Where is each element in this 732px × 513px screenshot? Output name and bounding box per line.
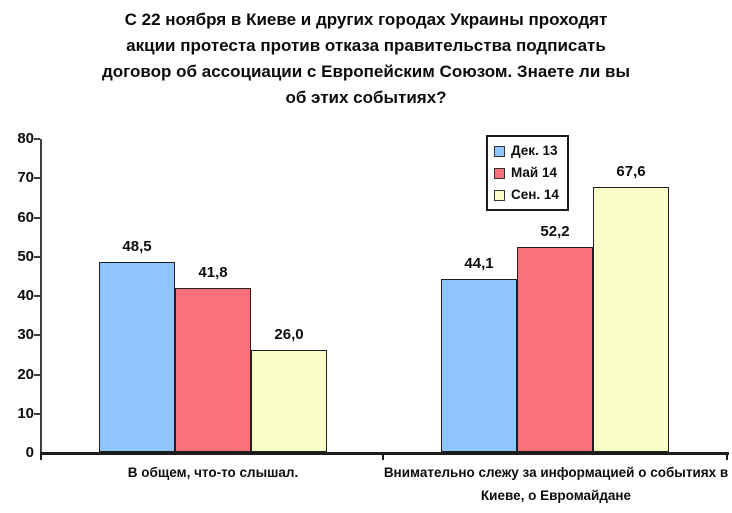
bar-сен-14 [593, 186, 669, 452]
legend-item: Дек. 13 [494, 141, 559, 161]
y-tick-mark [34, 412, 40, 415]
y-tick-mark [34, 334, 40, 337]
x-axis-line [40, 452, 729, 455]
legend-label: Май 14 [511, 165, 557, 180]
y-axis-line [40, 139, 42, 455]
chart-title-line: договор об ассоциации с Европейским Союз… [102, 62, 630, 81]
x-tick-mark [40, 453, 42, 460]
y-tick-label: 0 [25, 444, 34, 461]
legend-item: Сен. 14 [494, 185, 559, 205]
bar-май-14 [175, 287, 251, 452]
y-tick-label: 50 [17, 247, 34, 265]
y-tick-label: 40 [17, 287, 34, 304]
bar-дек-13 [441, 278, 517, 452]
plot-area: 48,5 41,8 26,0 44,1 52,2 67,6 Дек. 13 Май 14 … [34, 135, 729, 503]
bar-value-label: 48,5 [122, 237, 152, 255]
legend-label: Дек. 13 [511, 143, 558, 158]
category-label-heard-something: В общем, что-то слышал. [127, 465, 299, 480]
x-tick-mark [726, 453, 728, 460]
chart-title-line: С 22 ноября в Киеве и других городах Укр… [124, 10, 608, 29]
legend: Дек. 13 Май 14 Сен. 14 [486, 135, 569, 211]
x-tick-mark [382, 453, 384, 460]
y-tick-mark [34, 255, 40, 258]
bar-value-label: 44,1 [464, 254, 494, 272]
chart-title-line: об этих событиях? [285, 88, 447, 107]
bar-value-label: 67,6 [616, 162, 646, 180]
y-tick-label: 10 [17, 404, 34, 422]
y-tick-label: 60 [17, 208, 34, 226]
bar-value-label: 52,2 [540, 223, 570, 241]
y-tick-label: 80 [17, 130, 34, 147]
bar-value-label: 26,0 [274, 325, 304, 343]
legend-item: Май 14 [494, 163, 559, 183]
bar-value-label: 41,8 [198, 263, 228, 281]
category-label-following-closely: Внимательно слежу за информацией о событ… [383, 465, 729, 503]
y-tick-label: 70 [17, 169, 34, 187]
chart-title: С 22 ноября в Киеве и других городах Укр… [0, 7, 732, 111]
y-tick-mark [34, 216, 40, 219]
legend-swatch-sep14 [494, 189, 505, 201]
legend-swatch-may14 [494, 167, 505, 179]
y-tick-mark [34, 373, 40, 376]
legend-label: Сен. 14 [511, 187, 559, 202]
y-tick-label: 30 [17, 326, 34, 344]
y-tick-mark [34, 295, 40, 297]
y-tick-mark [34, 177, 40, 180]
bar-сен-14 [251, 349, 327, 452]
chart-title-line: акции протеста против отказа правительст… [126, 36, 606, 55]
bar-май-14 [517, 247, 593, 452]
y-tick-label: 20 [17, 365, 34, 383]
legend-swatch-dec13 [494, 145, 505, 157]
bar-дек-13 [99, 261, 175, 452]
y-tick-mark [34, 138, 40, 140]
